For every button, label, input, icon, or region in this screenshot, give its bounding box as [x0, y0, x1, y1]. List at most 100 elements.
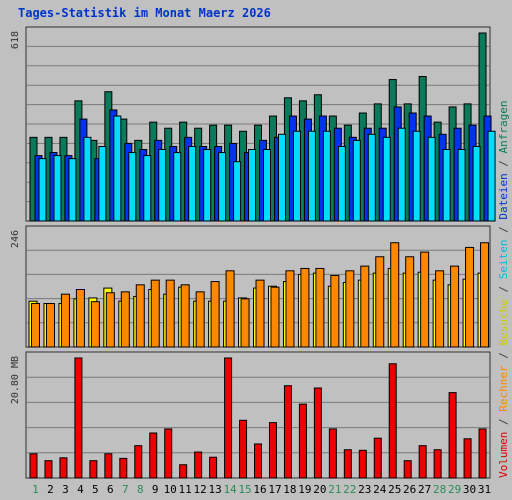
bar-rechner-day-1: [31, 303, 40, 348]
bar-seiten-day-24: [382, 136, 391, 222]
bar-volumen-day-7: [119, 457, 128, 479]
bar-rechner-day-26: [405, 256, 415, 348]
bar-seiten-day-27: [427, 136, 436, 222]
x-tick-label: 17: [268, 483, 281, 496]
bar-seiten-day-8: [143, 155, 152, 222]
bar-seiten-day-17: [277, 133, 286, 222]
bar-seiten-day-19: [307, 130, 316, 222]
bar-seiten-day-12: [203, 149, 212, 222]
x-tick-label: 26: [403, 483, 416, 496]
top-panel-scale-label: 618: [10, 31, 21, 49]
bar-seiten-day-14: [233, 161, 242, 222]
x-tick-label: 24: [373, 483, 387, 496]
legend-text: Volumen / Rechner / Besuche / Seiten / D…: [497, 100, 510, 478]
bar-seiten-day-16: [263, 149, 272, 222]
page-title: Tages-Statistik im Monat Maerz 2026: [18, 6, 271, 20]
bar-seiten-day-31: [487, 130, 496, 222]
x-tick-label: 5: [92, 483, 99, 496]
x-tick-label: 19: [298, 483, 311, 496]
bar-seiten-day-9: [158, 149, 167, 222]
x-tick-label: 23: [358, 483, 371, 496]
bar-volumen-day-14: [224, 357, 233, 479]
bar-volumen-day-26: [403, 460, 412, 479]
x-tick-label: 4: [77, 483, 84, 496]
bar-rechner-day-25: [390, 242, 400, 348]
bar-volumen-day-18: [283, 385, 292, 479]
bar-volumen-day-4: [74, 357, 83, 479]
bar-rechner-day-11: [180, 284, 190, 348]
bar-seiten-day-15: [248, 149, 257, 222]
legend-item-rechner: Rechner: [497, 365, 510, 412]
bar-rechner-day-13: [210, 281, 220, 348]
bar-rechner-day-15: [240, 298, 250, 348]
legend-separator: /: [497, 220, 510, 240]
bar-seiten-day-1: [38, 158, 47, 222]
legend: Volumen / Rechner / Besuche / Seiten / D…: [497, 100, 510, 478]
bar-seiten-day-23: [367, 133, 376, 222]
x-tick-label: 21: [328, 483, 341, 496]
legend-separator: /: [497, 153, 510, 173]
x-tick-label: 27: [418, 483, 431, 496]
bar-seiten-day-7: [128, 152, 137, 222]
x-tick-label: 7: [122, 483, 129, 496]
x-tick-label: 8: [137, 483, 144, 496]
bar-seiten-day-10: [173, 152, 182, 222]
x-tick-label: 29: [448, 483, 461, 496]
bar-rechner-day-18: [285, 270, 295, 348]
series-anfragen: [29, 32, 487, 222]
x-tick-label: 3: [62, 483, 69, 496]
bar-volumen-day-27: [418, 445, 427, 479]
bar-volumen-day-16: [254, 443, 263, 479]
x-tick-label: 2: [47, 483, 54, 496]
bar-volumen-day-25: [388, 363, 397, 479]
bar-rechner-day-5: [90, 301, 100, 348]
bar-rechner-day-29: [450, 265, 460, 348]
bar-rechner-day-9: [150, 279, 160, 348]
bar-volumen-day-8: [134, 445, 143, 479]
bottom-panel-scale-label: 20.80 MB: [10, 356, 21, 404]
bar-rechner-day-19: [300, 267, 310, 348]
x-tick-label: 11: [179, 483, 192, 496]
x-tick-label: 13: [208, 483, 221, 496]
x-tick-label: 14: [223, 483, 237, 496]
bar-volumen-day-24: [373, 437, 382, 479]
bar-volumen-day-1: [29, 453, 38, 479]
x-tick-label: 6: [107, 483, 114, 496]
series-seiten: [38, 115, 496, 222]
legend-item-anfragen: Anfragen: [497, 100, 510, 153]
bar-volumen-day-23: [358, 449, 367, 479]
bar-volumen-day-3: [59, 457, 68, 479]
bar-rechner-day-8: [135, 284, 145, 348]
bar-rechner-day-22: [345, 270, 355, 348]
bar-volumen-day-28: [433, 449, 442, 479]
bar-volumen-day-10: [164, 428, 173, 479]
bar-volumen-day-22: [343, 449, 352, 479]
bar-seiten-day-30: [472, 145, 481, 222]
bar-rechner-day-14: [225, 270, 235, 348]
bar-volumen-day-17: [268, 422, 277, 479]
bar-rechner-day-3: [60, 293, 70, 348]
bar-volumen-day-29: [448, 392, 457, 479]
bar-seiten-day-29: [457, 149, 466, 222]
legend-separator: /: [497, 346, 510, 366]
bar-seiten-day-2: [53, 155, 62, 222]
bar-seiten-day-6: [113, 115, 122, 222]
legend-item-volumen: Volumen: [497, 432, 510, 478]
bar-seiten-day-21: [337, 145, 346, 222]
bar-rechner-day-10: [165, 279, 175, 348]
x-tick-label: 18: [283, 483, 296, 496]
bar-seiten-day-3: [68, 158, 77, 222]
bar-rechner-day-21: [330, 274, 340, 348]
legend-separator: /: [497, 412, 510, 432]
legend-item-seiten: Seiten: [497, 240, 510, 280]
bar-volumen-day-19: [298, 403, 307, 479]
bar-seiten-day-26: [412, 130, 421, 222]
x-tick-label: 22: [343, 483, 356, 496]
bar-volumen-day-21: [328, 428, 337, 479]
bar-rechner-day-27: [420, 251, 430, 348]
bar-volumen-day-30: [463, 438, 472, 479]
bar-volumen-day-9: [149, 432, 158, 479]
x-tick-label: 10: [164, 483, 177, 496]
bar-rechner-day-31: [480, 242, 490, 348]
